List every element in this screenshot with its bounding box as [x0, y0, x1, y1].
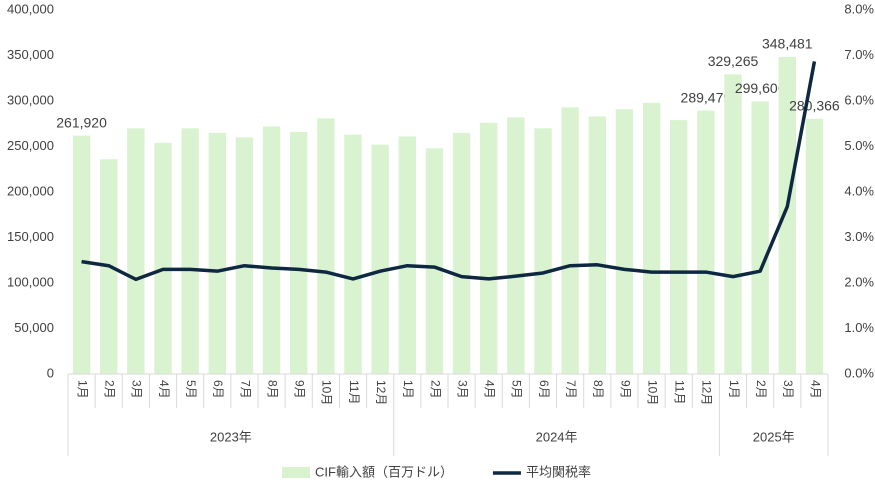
bar — [507, 117, 525, 374]
bar — [751, 101, 769, 374]
bar — [452, 132, 471, 374]
group-label: 2025年 — [753, 429, 795, 444]
x-tick-label: 2月 — [103, 380, 117, 399]
x-tick-label: 1月 — [401, 380, 415, 399]
y-tick-label: 200,000 — [7, 183, 54, 198]
x-tick-label: 1月 — [75, 380, 89, 399]
x-tick-label: 5月 — [184, 380, 198, 399]
x-tick-label: 7月 — [238, 380, 252, 399]
bar — [805, 118, 824, 374]
bar — [778, 56, 796, 374]
y2-tick-label: 7.0% — [844, 47, 874, 62]
x-tick-label: 4月 — [157, 380, 171, 399]
x-tick-label: 11月 — [347, 380, 361, 404]
x-tick-label: 4月 — [808, 380, 822, 399]
bar — [371, 144, 389, 374]
y-tick-label: 350,000 — [7, 47, 54, 62]
x-tick-label: 7月 — [564, 380, 578, 399]
y-tick-label: 250,000 — [7, 138, 54, 153]
x-tick-label: 4月 — [483, 380, 497, 399]
y2-tick-label: 3.0% — [844, 229, 874, 244]
value-label: 280,366 — [789, 98, 840, 114]
bar — [235, 137, 254, 374]
value-label: 299,606 — [735, 80, 786, 96]
x-tick-label: 9月 — [293, 380, 307, 399]
x-tick-label: 8月 — [265, 380, 279, 399]
value-label: 261,920 — [56, 114, 107, 130]
x-tick-label: 9月 — [618, 380, 632, 399]
bar — [615, 109, 634, 374]
bar — [208, 132, 226, 374]
y-tick-label: 100,000 — [7, 274, 54, 289]
x-tick-label: 6月 — [211, 380, 225, 399]
x-tick-label: 2月 — [428, 380, 442, 399]
x-tick-label: 3月 — [130, 380, 144, 399]
bar — [588, 116, 606, 374]
bar — [724, 74, 742, 375]
line — [81, 61, 817, 282]
x-tick-label: 2月 — [754, 380, 768, 399]
legend-label: 平均関税率 — [526, 464, 591, 479]
y2-tick-label: 2.0% — [844, 274, 874, 289]
bar — [670, 120, 688, 374]
bar — [398, 136, 416, 374]
bar — [290, 131, 308, 374]
bar — [181, 128, 199, 374]
y2-tick-label: 0.0% — [844, 365, 874, 380]
group-label: 2023年 — [210, 429, 252, 444]
y-tick-label: 50,000 — [14, 320, 54, 335]
legend-swatch — [282, 467, 310, 478]
x-tick-label: 3月 — [781, 380, 795, 399]
bar — [642, 102, 661, 374]
x-tick-label: 10月 — [320, 380, 334, 405]
bar — [262, 126, 281, 374]
y2-tick-label: 5.0% — [844, 138, 874, 153]
x-tick-label: 3月 — [455, 380, 469, 399]
x-tick-label: 12月 — [374, 380, 388, 405]
y2-tick-label: 4.0% — [844, 183, 874, 198]
x-tick-label: 12月 — [700, 380, 714, 405]
bar — [480, 122, 498, 374]
bar — [72, 135, 91, 374]
bar — [154, 142, 172, 374]
x-tick-label: 5月 — [510, 380, 524, 399]
y-tick-label: 150,000 — [7, 229, 54, 244]
bar — [344, 134, 362, 374]
x-tick-label: 10月 — [645, 380, 659, 405]
y-tick-label: 0 — [47, 365, 54, 380]
y2-tick-label: 8.0% — [844, 1, 874, 16]
value-label: 289,479 — [681, 89, 732, 105]
bar — [425, 148, 444, 374]
x-tick-label: 8月 — [591, 380, 605, 399]
y-tick-label: 400,000 — [7, 1, 54, 16]
y-tick-label: 300,000 — [7, 92, 54, 107]
value-label: 329,265 — [708, 53, 759, 69]
bar — [317, 118, 335, 374]
bar — [534, 128, 552, 374]
bar — [127, 128, 145, 374]
x-tick-label: 11月 — [673, 380, 687, 404]
group-label: 2024年 — [536, 429, 578, 444]
x-tick-label: 1月 — [727, 380, 741, 399]
y2-tick-label: 6.0% — [844, 92, 874, 107]
bar — [561, 107, 579, 375]
bar — [697, 110, 715, 375]
y2-tick-label: 1.0% — [844, 320, 874, 335]
value-label: 348,481 — [762, 36, 813, 52]
x-tick-label: 6月 — [537, 380, 551, 399]
legend-label: CIF輸入額（百万ドル） — [315, 464, 453, 479]
